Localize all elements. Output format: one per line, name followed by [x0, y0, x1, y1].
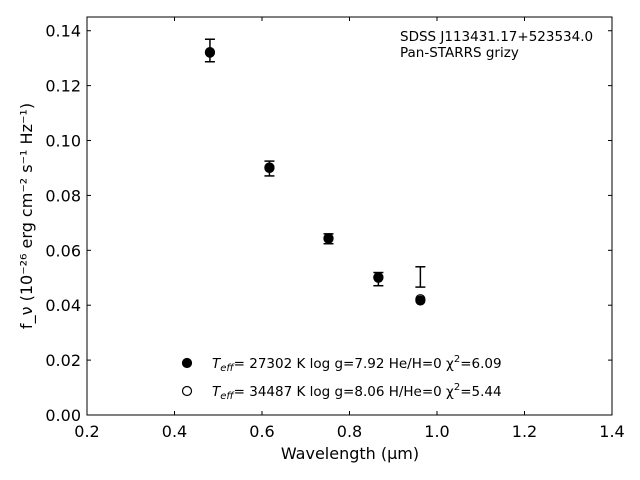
legend-marker-filled — [181, 357, 193, 369]
model-point-open — [415, 294, 426, 305]
y-tick-label: 0.14 — [45, 22, 81, 41]
x-tick-label: 0.8 — [337, 422, 362, 441]
annotation-line1: SDSS J113431.17+523534.0 — [400, 29, 593, 45]
legend: Teff= 27302 K log g=7.92 He/H=0 χ2=6.09 T… — [181, 354, 502, 402]
y-tick-label: 0.00 — [45, 406, 81, 425]
legend-label: Teff= 34487 K log g=8.06 H/He=0 χ2=5.44 — [212, 382, 502, 402]
y-axis-label: f_ν (10⁻²⁶ erg cm⁻² s⁻¹ Hz⁻¹) — [17, 103, 37, 329]
error-bars — [204, 38, 426, 288]
model-point-open — [323, 233, 334, 244]
legend-marker-open — [181, 385, 193, 397]
x-tick-label: 0.6 — [249, 422, 274, 441]
x-tick-label: 0.4 — [162, 422, 187, 441]
y-tick-label: 0.02 — [45, 351, 81, 370]
x-tick-label: 1.4 — [599, 422, 624, 441]
model-point-open — [204, 47, 216, 58]
y-tick-label: 0.10 — [45, 132, 81, 151]
x-tick-label: 1.0 — [424, 422, 449, 441]
y-tick-label: 0.06 — [45, 241, 81, 260]
axis-ticks: 0.2 0.4 0.6 0.8 1.0 1.2 1.4 0.00 0.02 0.04 0.06 0.0… — [45, 17, 625, 441]
model-point-open — [264, 162, 275, 174]
x-tick-label: 1.2 — [512, 422, 537, 441]
x-tick-label: 0.2 — [74, 422, 99, 441]
x-axis-label: Wavelength (μm) — [281, 444, 419, 463]
legend-label: Teff= 27302 K log g=7.92 He/H=0 χ2=6.09 — [212, 354, 502, 374]
model-point-open — [373, 272, 384, 283]
data-points — [204, 47, 426, 306]
y-tick-label: 0.12 — [45, 77, 81, 96]
annotation-line2: Pan-STARRS grizy — [400, 45, 519, 61]
y-tick-label: 0.08 — [45, 186, 81, 205]
y-tick-label: 0.04 — [45, 296, 81, 315]
